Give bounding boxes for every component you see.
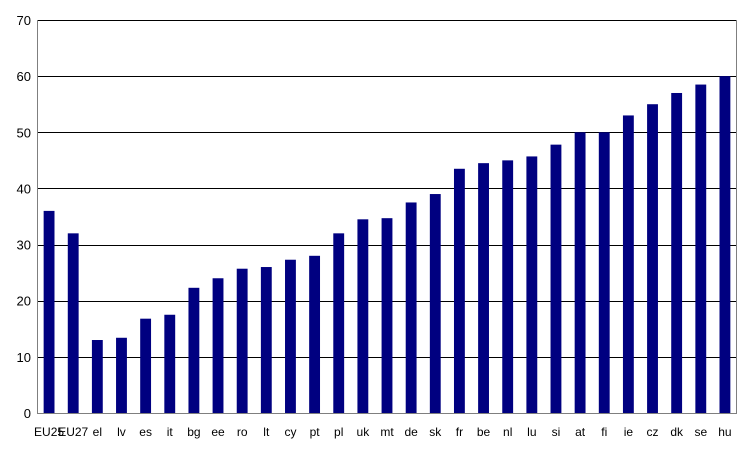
x-tick-label: pt: [310, 425, 321, 439]
x-tick-label: es: [139, 425, 152, 439]
bar-fr: [453, 168, 465, 413]
x-tick-label: fi: [601, 425, 607, 439]
bar-pl: [333, 233, 345, 413]
bar-cy: [285, 259, 296, 413]
x-tick-label: nl: [503, 425, 512, 439]
x-tick-label: at: [575, 425, 586, 439]
bar-at: [574, 132, 586, 414]
x-tick-label: uk: [357, 425, 371, 439]
x-tick-label: ee: [211, 425, 225, 439]
bar-uk: [357, 219, 369, 413]
bar-el: [91, 340, 103, 413]
bar-ro: [236, 268, 248, 413]
x-tick-label: lt: [263, 425, 270, 439]
bar-ee: [212, 278, 224, 413]
x-tick-label: sk: [429, 425, 442, 439]
bar-pt: [309, 255, 321, 413]
x-tick-label: pl: [334, 425, 343, 439]
x-tick-label: el: [93, 425, 102, 439]
bar-lt: [260, 267, 272, 413]
x-tick-label: lu: [527, 425, 536, 439]
bar-ie: [622, 115, 634, 413]
bar-es: [140, 318, 152, 413]
bar-EU27: [67, 233, 79, 413]
y-tick-label: 50: [17, 125, 31, 140]
x-tick-label: de: [404, 425, 418, 439]
bar-sk: [429, 194, 441, 413]
bar-se: [695, 84, 707, 413]
y-tick-label: 40: [17, 181, 31, 196]
x-tick-label: hu: [718, 425, 731, 439]
y-tick-labels: 0 10 20 30 40 50 60 70: [17, 13, 31, 421]
bar-hu: [719, 76, 731, 413]
x-tick-label: si: [552, 425, 561, 439]
bar-dk: [671, 92, 683, 414]
x-tick-label: cz: [647, 425, 659, 439]
bar-lu: [526, 156, 538, 413]
y-tick-label: 20: [17, 294, 31, 309]
bar-be: [478, 163, 489, 413]
bar-fi: [598, 132, 610, 414]
bar-it: [164, 314, 176, 413]
x-tick-label: EU27: [58, 425, 88, 439]
x-tick-label: bg: [187, 425, 200, 439]
x-tick-label: mt: [380, 425, 394, 439]
bars: [43, 76, 731, 414]
x-tick-label: be: [477, 425, 491, 439]
x-tick-label: lv: [117, 425, 126, 439]
x-tick-label: cy: [284, 425, 296, 439]
x-tick-label: dk: [670, 425, 684, 439]
bar-mt: [381, 218, 393, 413]
bar-de: [405, 202, 417, 413]
x-tick-label: ie: [624, 425, 634, 439]
x-tick-label: EU25: [34, 425, 64, 439]
bar-lv: [116, 337, 127, 413]
y-tick-label: 30: [17, 238, 31, 253]
x-tick-label: fr: [456, 425, 463, 439]
x-tick-label: it: [167, 425, 174, 439]
axes: [37, 20, 737, 414]
bar-EU25: [43, 210, 55, 413]
bar-bg: [188, 287, 200, 413]
y-tick-label: 10: [17, 350, 31, 365]
x-tick-label: ro: [237, 425, 248, 439]
x-tick-label: se: [694, 425, 707, 439]
bar-cz: [647, 104, 658, 414]
bar-nl: [502, 160, 514, 413]
y-tick-label: 60: [17, 69, 31, 84]
y-tick-label: 0: [24, 406, 31, 421]
bar-si: [550, 144, 562, 413]
y-tick-label: 70: [17, 13, 31, 28]
